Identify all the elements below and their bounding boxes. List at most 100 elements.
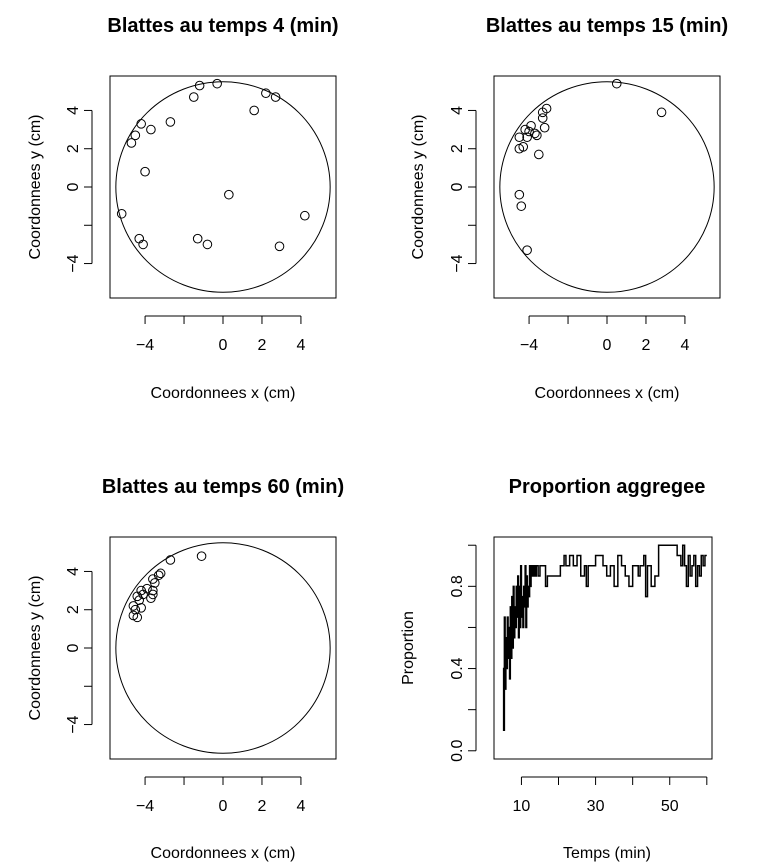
plot-data <box>115 542 331 754</box>
x-tick-label: −4 <box>520 337 538 354</box>
panel-3-title: Blattes au temps 60 (min) <box>102 476 344 498</box>
data-point <box>146 593 156 604</box>
arena-circle <box>499 81 715 293</box>
data-point <box>192 233 203 244</box>
arena-circle <box>115 542 331 754</box>
x-tick-label: −4 <box>136 798 154 815</box>
plot-3: −4 0 2 4 −4 0 2 4 <box>65 536 337 815</box>
data-point <box>522 245 532 255</box>
data-point <box>165 555 176 565</box>
data-point <box>539 122 550 133</box>
y-tick-label: 0.0 <box>449 740 466 762</box>
arena-circle <box>115 81 331 293</box>
x-tick-label: 0 <box>603 337 612 354</box>
panel-1-xlabel: Coordonnees x (cm) <box>151 385 296 402</box>
data-point <box>656 107 667 118</box>
plot-data <box>502 544 707 731</box>
data-point <box>132 612 143 623</box>
y-tick-label: 0 <box>449 182 466 191</box>
data-point <box>194 80 205 91</box>
panel-2-title: Blattes au temps 15 (min) <box>486 15 728 37</box>
x-tick-label: 30 <box>587 798 605 815</box>
data-point <box>165 117 176 127</box>
y-tick-label: 4 <box>449 106 466 115</box>
panel-1-title: Blattes au temps 4 (min) <box>107 15 338 37</box>
x-tick-label: −4 <box>136 337 154 354</box>
panel-3-ylabel: Coordonnees y (cm) <box>27 576 44 721</box>
data-point <box>136 603 146 613</box>
data-point <box>261 88 271 99</box>
x-tick-label: 0 <box>219 337 228 354</box>
panel-4: Proportion aggregee Temps (min) Proporti… <box>400 476 705 862</box>
data-point <box>537 113 548 123</box>
plot-1: −4 0 2 4 −4 0 2 4 <box>65 75 337 354</box>
data-point <box>516 201 527 211</box>
data-point <box>274 241 285 252</box>
panel-3-xlabel: Coordonnees x (cm) <box>151 845 296 862</box>
data-point <box>224 189 234 200</box>
plot-data <box>115 78 331 293</box>
data-point <box>150 578 160 588</box>
data-point <box>530 128 540 139</box>
plot-frame <box>493 536 713 760</box>
y-tick-label: −4 <box>449 254 466 272</box>
data-point <box>611 78 622 89</box>
data-point <box>116 208 127 219</box>
data-point <box>134 595 145 605</box>
y-tick-label: −4 <box>65 254 82 272</box>
x-tick-label: 4 <box>296 798 305 815</box>
data-point <box>188 92 199 102</box>
data-point <box>196 551 207 561</box>
data-point <box>138 239 148 250</box>
x-tick-label: 2 <box>258 337 267 354</box>
y-tick-label: 2 <box>65 144 82 153</box>
data-point <box>520 124 530 135</box>
x-tick-label: 50 <box>661 798 679 815</box>
data-point <box>140 166 150 177</box>
y-tick-label: 2 <box>449 144 466 153</box>
y-tick-label: 0 <box>65 182 82 191</box>
data-point <box>148 585 158 596</box>
y-tick-label: 0.8 <box>449 575 466 597</box>
x-tick-label: 4 <box>296 337 305 354</box>
panel-2: Blattes au temps 15 (min) Coordonnees x … <box>410 15 728 402</box>
data-point <box>130 604 141 615</box>
x-tick-label: 2 <box>258 798 267 815</box>
plot-4: 10 30 50 0.0 0.4 0.8 <box>449 536 713 815</box>
data-point <box>537 107 548 118</box>
y-tick-label: 4 <box>65 567 82 576</box>
x-tick-label: 2 <box>642 337 651 354</box>
data-point <box>136 119 146 129</box>
plot-frame <box>493 75 721 299</box>
data-point <box>534 149 544 160</box>
data-point <box>270 92 281 102</box>
x-tick-label: 10 <box>513 798 531 815</box>
data-point <box>146 124 156 135</box>
panel-4-ylabel: Proportion <box>400 611 417 685</box>
panel-4-title: Proportion aggregee <box>509 476 706 498</box>
y-tick-label: 2 <box>65 605 82 614</box>
data-point <box>522 132 532 143</box>
panel-1-ylabel: Coordonnees y (cm) <box>27 115 44 260</box>
panel-3: Blattes au temps 60 (min) Coordonnees x … <box>27 476 344 862</box>
panel-2-ylabel: Coordonnees y (cm) <box>410 115 427 260</box>
plot-frame <box>109 536 337 760</box>
plot-2: −4 0 2 4 −4 0 2 4 <box>449 75 721 354</box>
data-point <box>514 143 525 154</box>
data-point <box>532 130 542 141</box>
x-tick-label: 0 <box>219 798 228 815</box>
y-tick-label: −4 <box>65 715 82 733</box>
data-point <box>212 78 222 89</box>
panel-2-xlabel: Coordonnees x (cm) <box>535 385 680 402</box>
y-tick-label: 0 <box>65 643 82 652</box>
y-tick-label: 4 <box>65 106 82 115</box>
data-line <box>502 544 707 731</box>
panel-1: Blattes au temps 4 (min) Coordonnees x (… <box>27 15 339 402</box>
data-point <box>514 189 525 200</box>
data-point <box>514 132 525 143</box>
y-tick-label: 0.4 <box>449 657 466 679</box>
plot-data <box>499 78 715 293</box>
data-point <box>130 130 141 141</box>
data-point <box>126 138 137 148</box>
